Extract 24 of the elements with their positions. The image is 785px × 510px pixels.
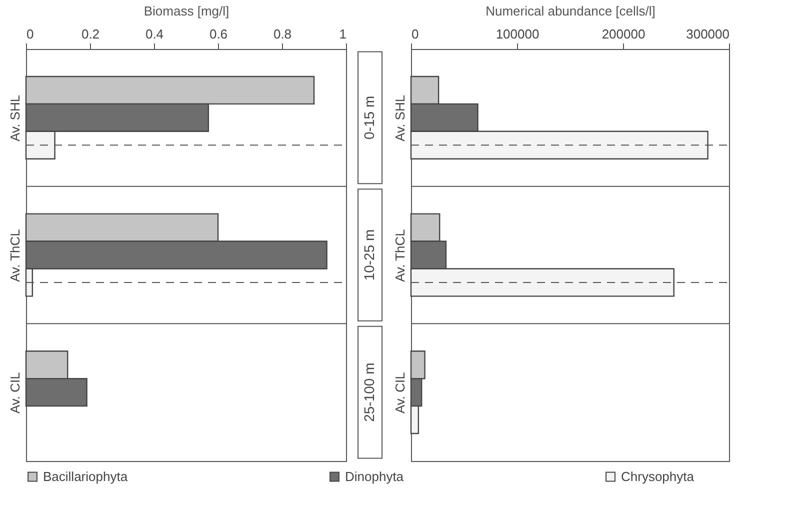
y-tick-label: Av. CIL bbox=[8, 372, 22, 414]
x-tick-label: 0 bbox=[26, 26, 34, 42]
y-tick-label: Av. ThCL bbox=[8, 229, 22, 282]
x-tick-label: 0.6 bbox=[209, 26, 228, 42]
y-tick-label: Av. CIL bbox=[392, 372, 408, 414]
text: 10-25 m bbox=[361, 229, 377, 281]
x-axis-title: Numerical abundance [cells/l] bbox=[486, 4, 656, 18]
x-tick-label: 0.8 bbox=[273, 26, 292, 42]
y-tick-label: Av. ThCL bbox=[392, 229, 408, 282]
x-axis-title: Biomass [mg/l] bbox=[144, 4, 230, 18]
x-tick-label: 300000 bbox=[686, 26, 730, 42]
x-tick-label: 100000 bbox=[496, 26, 540, 42]
x-tick-label: 0.2 bbox=[81, 26, 100, 42]
legend-label: Bacillariophyta bbox=[43, 468, 128, 484]
x-tick-label: 0.4 bbox=[145, 26, 164, 42]
y-tick-label: Av. SHL bbox=[392, 94, 408, 142]
x-tick-label: 1 bbox=[339, 26, 346, 42]
text: 0-15 m bbox=[361, 96, 377, 140]
x-tick-label: 200000 bbox=[602, 26, 646, 42]
legend-label: Dinophyta bbox=[345, 468, 404, 484]
legend-label: Chrysophyta bbox=[621, 468, 695, 484]
y-tick-label: Av. SHL bbox=[8, 94, 22, 142]
text: 25-100 m bbox=[361, 362, 377, 422]
x-tick-label: 0 bbox=[412, 26, 419, 42]
